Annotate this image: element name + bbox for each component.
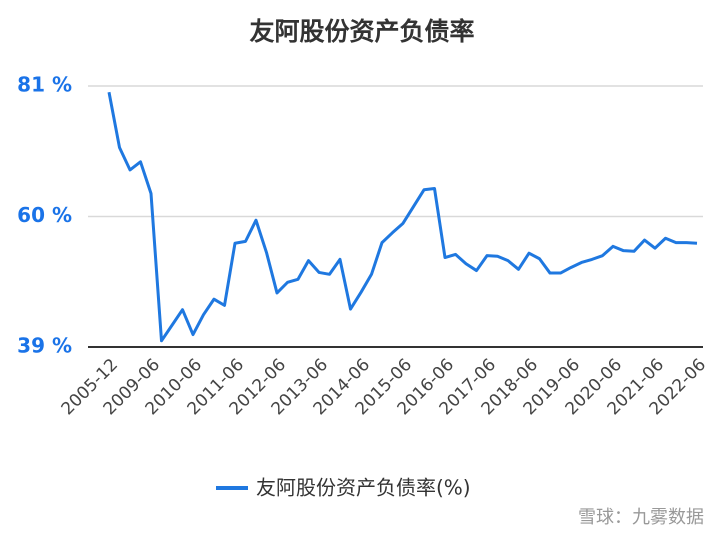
watermark: 雪球：九雾数据 — [578, 507, 704, 528]
series-line — [107, 91, 698, 343]
legend-label: 友阿股份资产负债率(%) — [256, 476, 471, 500]
y-tick-label: 81 % — [17, 73, 72, 97]
y-tick-label: 39 % — [17, 334, 72, 358]
y-tick-label: 60 % — [17, 203, 72, 227]
chart-title: 友阿股份资产负债率 — [249, 17, 474, 46]
